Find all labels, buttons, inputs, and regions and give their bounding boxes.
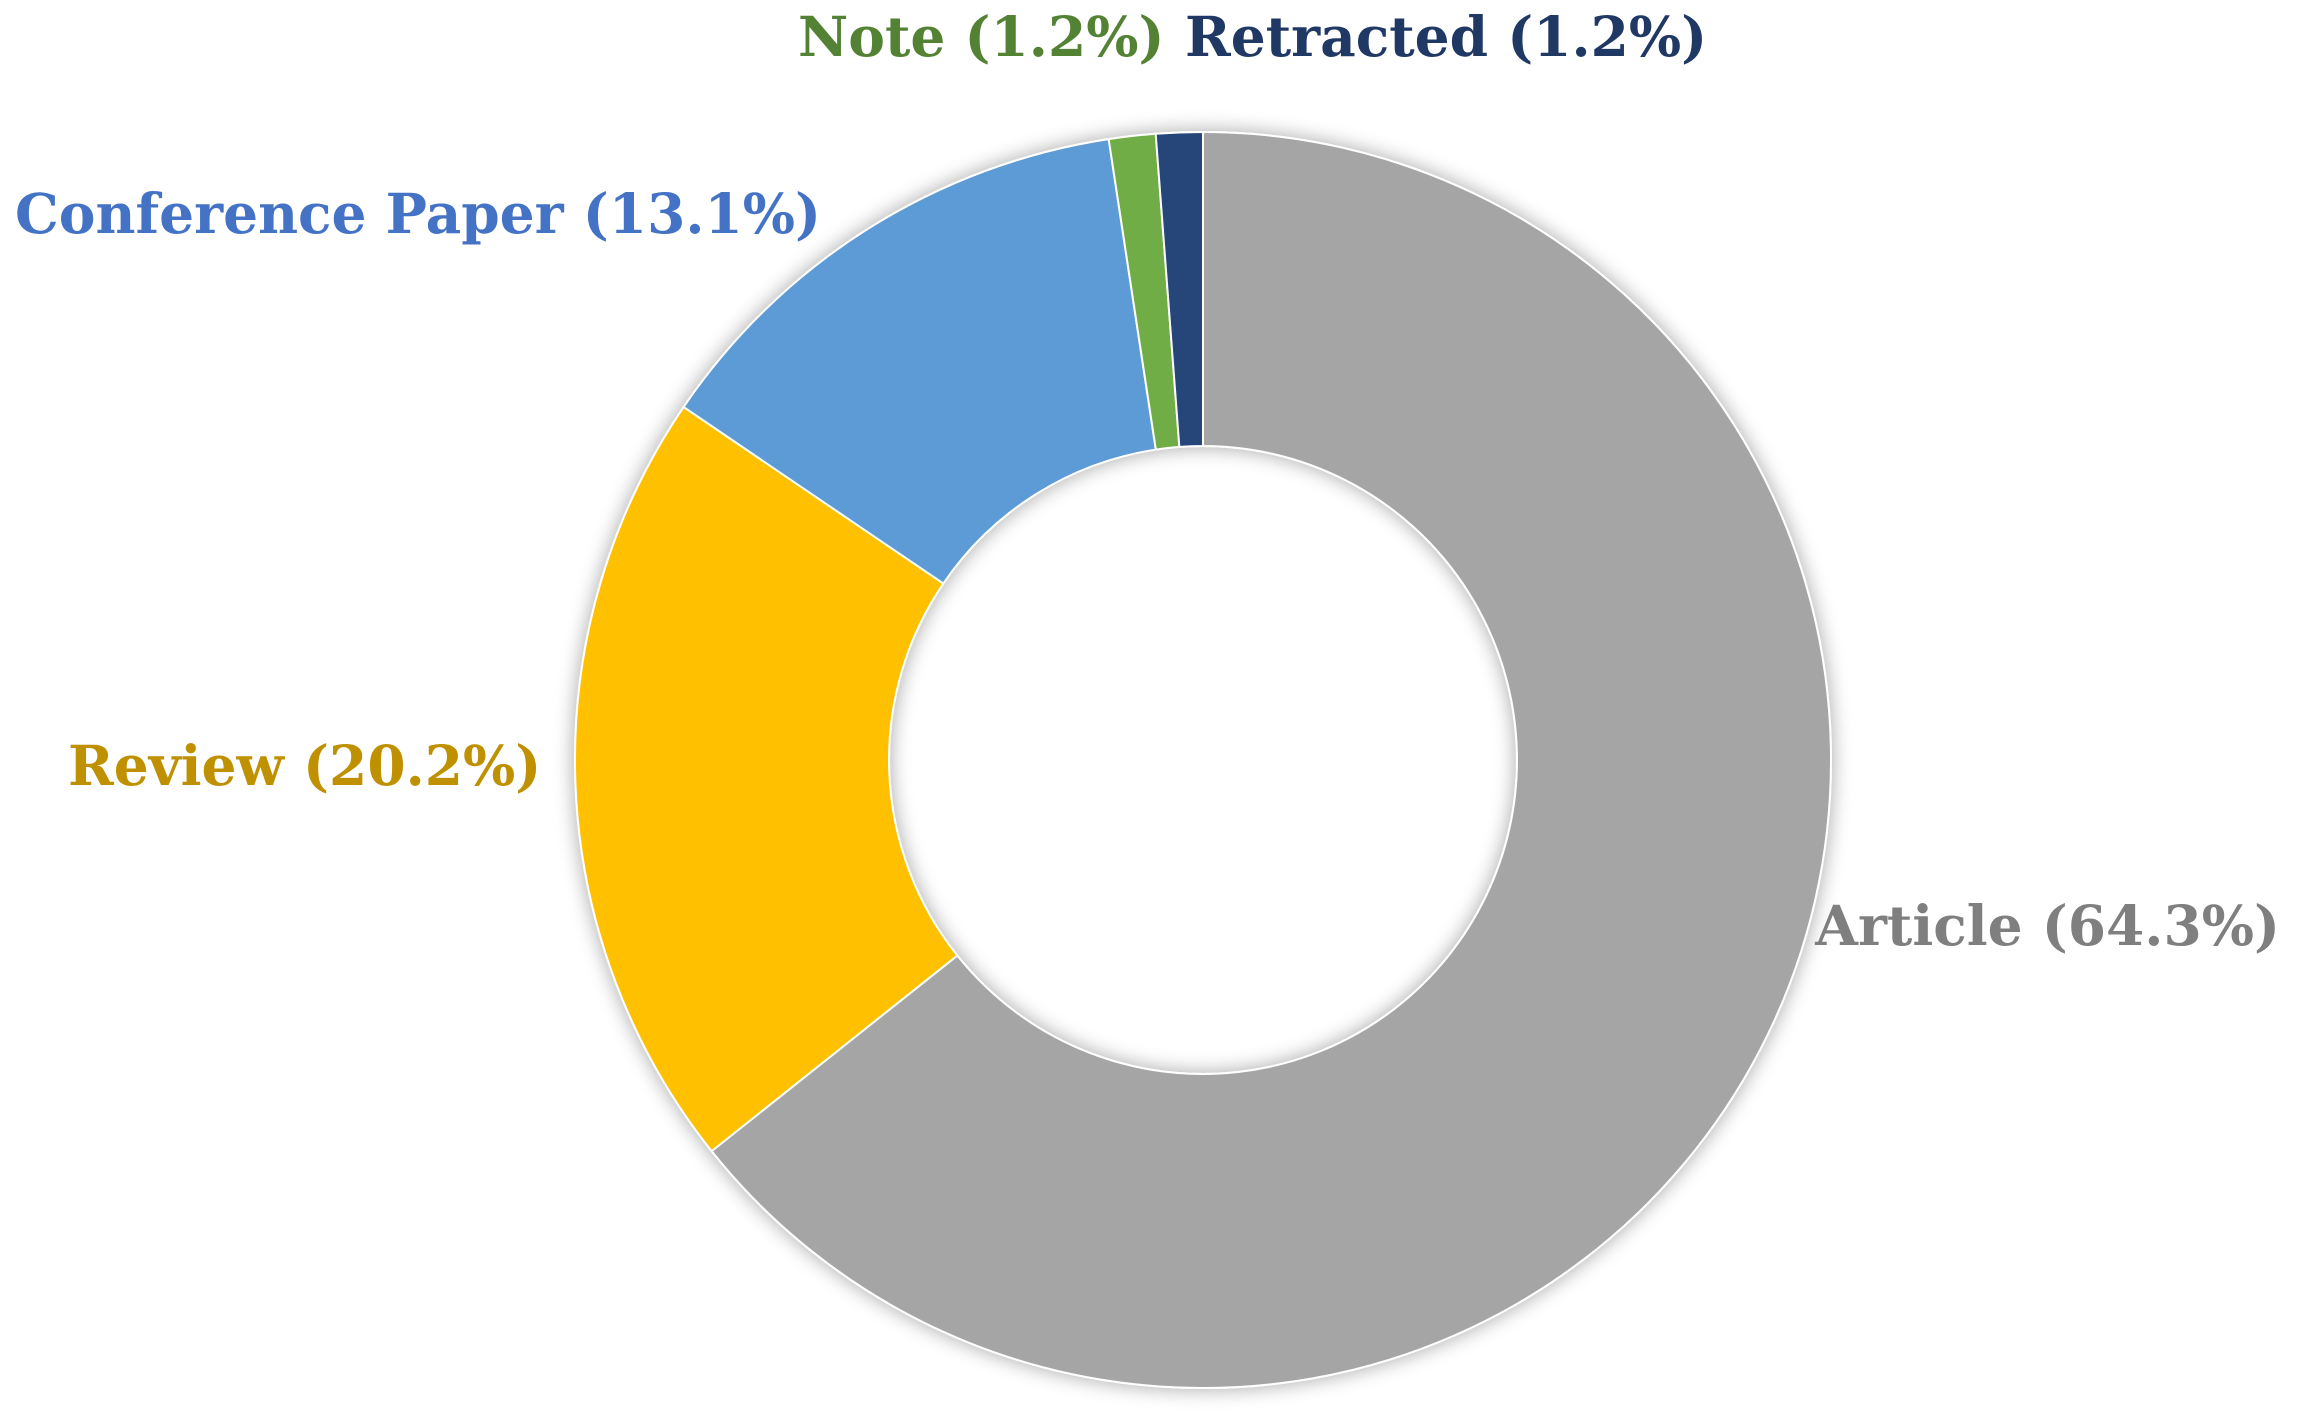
label-retracted: Retracted (1.2%) bbox=[1185, 4, 1707, 69]
donut-slices bbox=[574, 130, 1832, 1389]
slice-retracted bbox=[1154, 130, 1204, 448]
label-review: Review (20.2%) bbox=[68, 733, 541, 798]
label-note: Note (1.2%) bbox=[798, 4, 1165, 69]
slice-article bbox=[710, 130, 1832, 1389]
slice-review bbox=[574, 405, 959, 1153]
label-article: Article (64.3%) bbox=[1814, 893, 2280, 958]
donut-labels: Article (64.3%) Review (20.2%) Conference … bbox=[15, 4, 2280, 958]
slice-conference-paper bbox=[682, 137, 1157, 585]
label-conference-paper: Conference Paper (13.1%) bbox=[15, 181, 821, 246]
